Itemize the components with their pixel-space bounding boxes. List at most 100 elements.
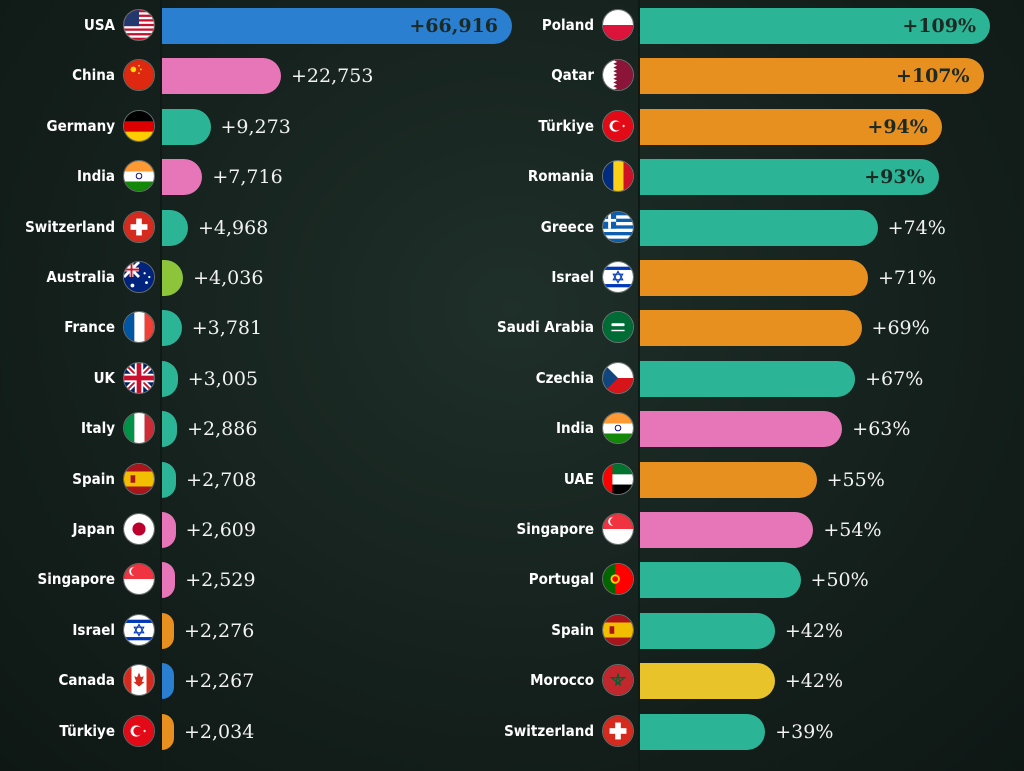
bar	[162, 663, 174, 700]
country-label: Canada	[58, 671, 115, 690]
bar	[162, 512, 176, 548]
bar-row: Spain +42%	[512, 605, 1024, 655]
chart-percent-change: Poland +109% Qatar +107% Türkiye +94% Romania +…	[497, 0, 1024, 771]
germany-flag-icon	[123, 109, 155, 142]
bar-row: Portugal +50%	[512, 554, 1024, 604]
country-label: Switzerland	[504, 721, 594, 740]
bar-row: Poland +109%	[512, 0, 1024, 50]
bar-row: UK +3,005	[0, 353, 512, 403]
italy-flag-icon	[123, 412, 155, 445]
bar	[162, 58, 281, 95]
country-label: China	[72, 66, 115, 85]
bar	[162, 310, 182, 347]
israel-flag-icon	[602, 261, 634, 293]
country-label: Türkiye	[538, 116, 594, 135]
data-label: +7,716	[212, 166, 283, 189]
country-label: Spain	[551, 620, 594, 639]
country-label: Poland	[541, 16, 594, 34]
country-label: Spain	[72, 469, 115, 488]
country-label: Singapore	[37, 570, 115, 589]
country-label: India	[555, 419, 594, 438]
bar	[162, 260, 184, 296]
bar	[640, 260, 868, 296]
data-label: +9,273	[220, 115, 291, 138]
bar-row: Czechia +67%	[512, 353, 1024, 403]
bar-row: Saudi Arabia +69%	[497, 302, 1024, 352]
bar	[640, 8, 990, 44]
bar-row: India +7,716	[0, 151, 512, 201]
bar	[640, 512, 814, 548]
bar-row: India +63%	[512, 403, 1024, 453]
bar	[640, 209, 878, 246]
country-label: Portugal	[528, 570, 594, 589]
bar	[162, 411, 178, 448]
bar-row: Türkiye +2,034	[0, 706, 512, 756]
country-label: Singapore	[516, 520, 594, 538]
australia-flag-icon	[123, 261, 155, 293]
country-label: Italy	[81, 419, 115, 438]
bar-row: Switzerland +39%	[504, 706, 1024, 756]
data-label: +2,886	[187, 418, 258, 441]
bar-row: Romania +93%	[512, 151, 1024, 201]
uae-flag-icon	[602, 462, 634, 495]
country-label: Saudi Arabia	[496, 318, 594, 337]
poland-flag-icon	[602, 9, 634, 41]
saudi-arabia-flag-icon	[602, 311, 634, 344]
data-label: +4,036	[193, 267, 264, 289]
data-label: +93%	[864, 166, 925, 189]
bar-row: Spain +2,708	[0, 454, 512, 504]
spain-flag-icon	[602, 613, 634, 646]
czechia-flag-icon	[602, 361, 634, 394]
bar	[640, 159, 939, 196]
data-label: +2,708	[186, 468, 257, 491]
bar-row: Germany +9,273	[0, 101, 512, 151]
bar	[162, 159, 203, 196]
data-label: +4,968	[197, 216, 269, 239]
country-label: Greece	[540, 217, 594, 236]
chart-absolute-change: USA +66,916 China +22,753 Germany +9,273 India…	[0, 0, 512, 771]
bar-row: Türkiye +94%	[512, 101, 1024, 151]
country-label: Morocco	[530, 671, 594, 690]
bar	[162, 461, 177, 498]
bar	[162, 108, 211, 145]
country-label: UK	[93, 368, 115, 387]
data-label: +2,529	[185, 569, 256, 592]
country-label: Israel	[72, 620, 115, 639]
data-label: +55%	[826, 468, 885, 491]
bar	[640, 58, 984, 95]
bar	[640, 562, 801, 599]
bar	[640, 411, 843, 448]
data-label: +67%	[865, 367, 924, 390]
country-label: Türkiye	[59, 721, 115, 740]
bar-row: Greece +74%	[512, 202, 1024, 252]
country-label: Israel	[551, 268, 594, 286]
uk-flag-icon	[123, 361, 155, 394]
data-label: +50%	[810, 569, 869, 592]
portugal-flag-icon	[602, 563, 634, 596]
data-label: +66,916	[409, 15, 498, 37]
data-label: +42%	[784, 619, 844, 642]
bar	[162, 360, 178, 397]
axis-line	[160, 0, 162, 771]
data-label: +3,005	[187, 367, 259, 390]
data-label: +94%	[867, 115, 928, 138]
morocco-flag-icon	[602, 664, 634, 697]
bar-row: Japan +2,609	[0, 504, 512, 554]
israel-flag-icon	[123, 613, 155, 646]
bar	[640, 461, 817, 498]
bar-row: Canada +2,267	[0, 655, 512, 705]
bar	[640, 612, 775, 649]
bar	[640, 713, 766, 750]
country-label: Japan	[72, 520, 116, 538]
singapore-flag-icon	[123, 563, 155, 596]
switzerland-flag-icon	[602, 714, 634, 747]
turkiye-flag-icon	[602, 109, 634, 142]
data-label: +74%	[887, 216, 946, 239]
bar	[640, 360, 856, 397]
bar-row: UAE +55%	[512, 454, 1024, 504]
bar-row: China +22,753	[0, 50, 512, 100]
data-label: +2,609	[185, 519, 256, 541]
data-label: +107%	[895, 65, 970, 88]
romania-flag-icon	[602, 160, 634, 193]
data-label: +71%	[877, 267, 937, 289]
